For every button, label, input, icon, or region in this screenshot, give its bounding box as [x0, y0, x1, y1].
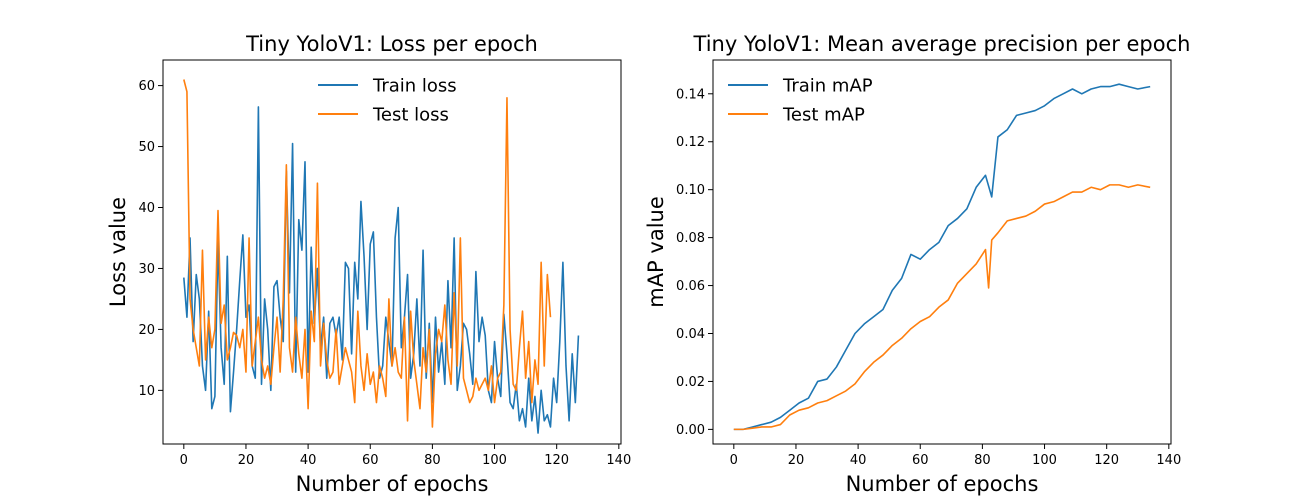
x-tick-label: 80 [424, 453, 441, 468]
legend: Train loss Test loss [318, 76, 457, 126]
legend-label: Train mAP [782, 76, 873, 97]
plot-frame [712, 59, 1172, 445]
x-tick-label: 0 [180, 453, 188, 468]
chart-panel-1: Tiny YoloV1: Loss per epoch 0 20 40 60 80 100 1… [106, 32, 631, 496]
y-tick-label: 20 [138, 323, 155, 338]
plot-frame [162, 59, 622, 445]
x-tick-label: 100 [1032, 453, 1057, 468]
x-tick-label: 20 [238, 453, 255, 468]
x-tick-label: 40 [850, 453, 867, 468]
y-tick-label: 0.10 [676, 183, 705, 198]
x-tick-label: 60 [362, 453, 379, 468]
x-tick-label: 40 [300, 453, 317, 468]
y-tick-label: 50 [138, 140, 155, 155]
series-line-1 [183, 106, 580, 434]
legend: Train mAP Test mAP [728, 76, 873, 126]
y-tick-label: 0.04 [676, 327, 705, 342]
x-tick-label: 120 [1094, 453, 1119, 468]
x-tick-label: 140 [606, 453, 631, 468]
chart-panel-2: Tiny YoloV1: Mean average precision per … [644, 32, 1190, 496]
x-axis-title: Number of epochs [846, 472, 1039, 496]
x-tick-label: 60 [912, 453, 929, 468]
y-tick-label: 60 [138, 79, 155, 94]
x-tick-label: 0 [730, 453, 738, 468]
series-line-2 [183, 79, 552, 428]
y-tick-label: 0.02 [676, 375, 705, 390]
legend-label: Test loss [372, 105, 449, 126]
y-tick-label: 10 [138, 384, 155, 399]
series-line-2 [733, 184, 1151, 431]
y-tick-label: 0.14 [676, 87, 705, 102]
x-axis-title: Number of epochs [296, 472, 489, 496]
x-tick-label: 120 [544, 453, 569, 468]
y-axis-title: mAP value [644, 196, 668, 308]
x-tick-label: 100 [482, 453, 507, 468]
y-tick-label: 0.06 [676, 279, 705, 294]
y-tick-label: 30 [138, 262, 155, 277]
x-tick-label: 20 [788, 453, 805, 468]
y-tick-label: 0.00 [676, 423, 705, 438]
chart-title: Tiny YoloV1: Loss per epoch [245, 32, 538, 56]
chart-title: Tiny YoloV1: Mean average precision per … [693, 32, 1191, 56]
legend-label: Train loss [372, 76, 457, 97]
legend-label: Test mAP [782, 105, 865, 126]
y-tick-label: 40 [138, 201, 155, 216]
x-tick-label: 140 [1156, 453, 1181, 468]
x-tick-label: 80 [974, 453, 991, 468]
y-axis-title: Loss value [106, 197, 130, 307]
y-tick-label: 0.12 [676, 135, 705, 150]
y-tick-label: 0.08 [676, 231, 705, 246]
series-line-1 [733, 83, 1151, 431]
